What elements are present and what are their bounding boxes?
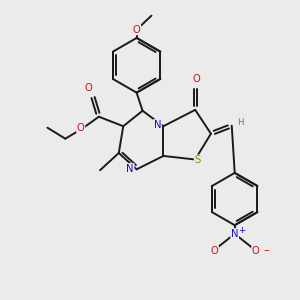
Text: O: O bbox=[252, 246, 260, 256]
Text: –: – bbox=[264, 245, 270, 255]
Text: O: O bbox=[211, 246, 218, 256]
Text: O: O bbox=[77, 123, 85, 133]
Text: S: S bbox=[194, 155, 201, 165]
Text: H: H bbox=[237, 118, 244, 127]
Text: O: O bbox=[193, 74, 200, 84]
Text: N: N bbox=[231, 229, 238, 239]
Text: +: + bbox=[238, 226, 245, 235]
Text: O: O bbox=[85, 83, 92, 93]
Text: O: O bbox=[133, 25, 140, 34]
Text: N: N bbox=[154, 120, 161, 130]
Text: N: N bbox=[126, 164, 134, 174]
